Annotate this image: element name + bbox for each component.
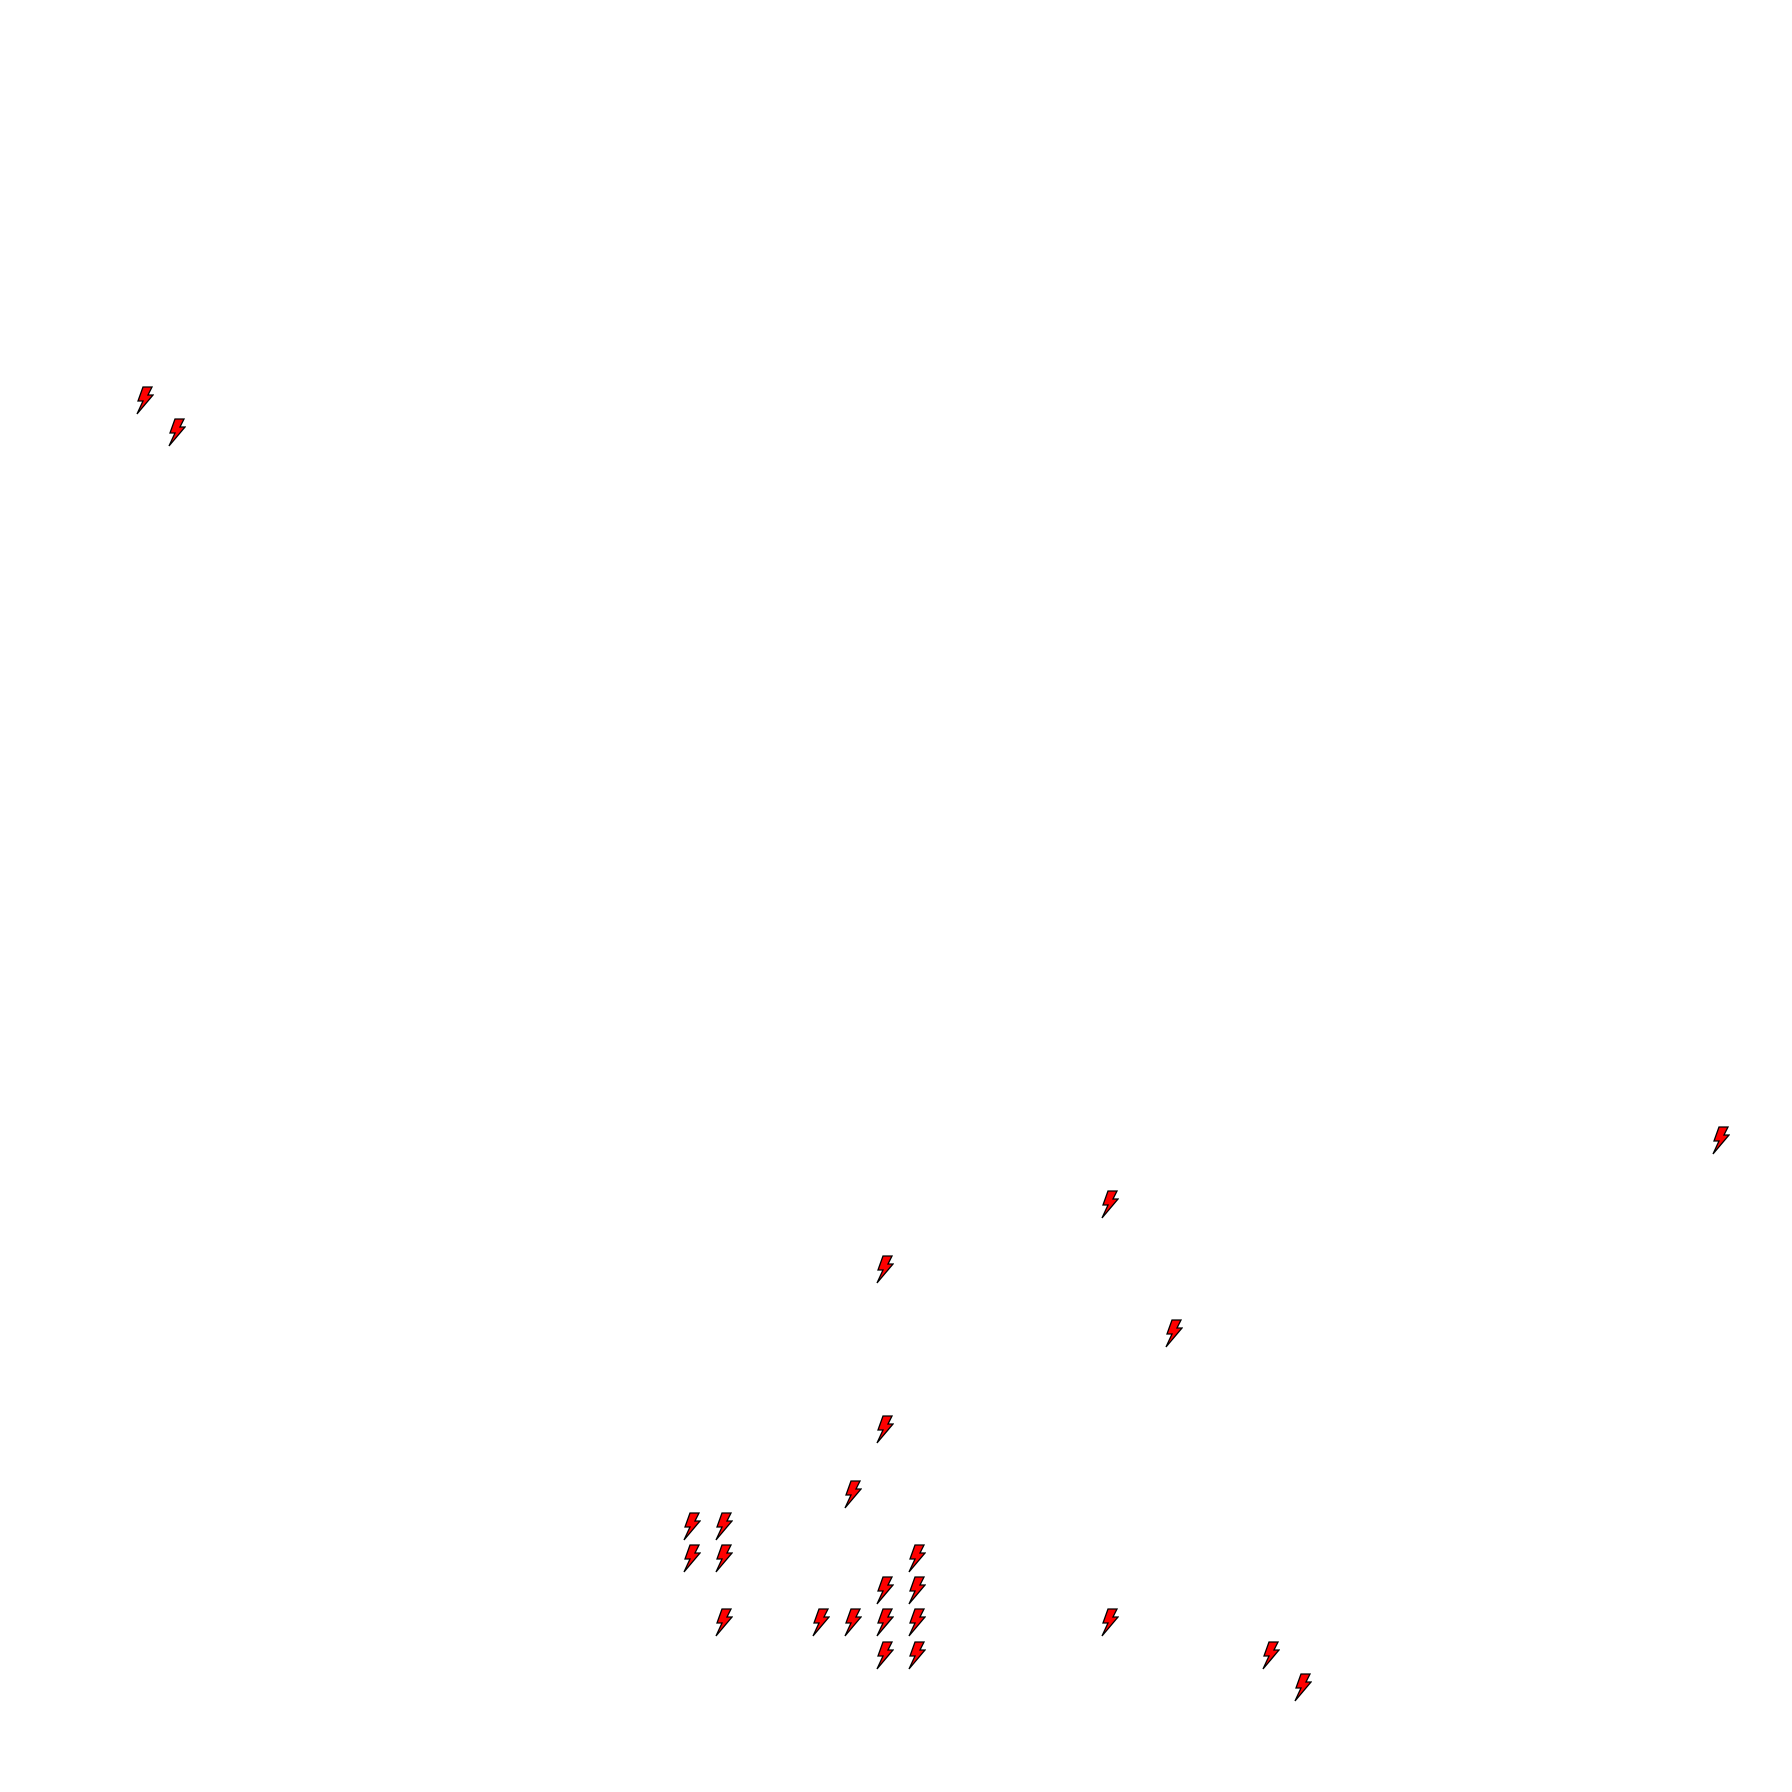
lightning-bolt-icon <box>907 1544 927 1574</box>
lightning-bolt-icon <box>875 1640 895 1671</box>
lightning-bolt-icon <box>714 1512 734 1542</box>
lightning-bolt-icon <box>714 1544 734 1574</box>
lightning-bolt-icon <box>907 1640 927 1671</box>
lightning-bolt-icon <box>714 1608 734 1638</box>
lightning-bolt-icon <box>875 1415 895 1445</box>
lightning-bolt-icon <box>682 1544 702 1574</box>
lightning-bolt-icon <box>1293 1673 1313 1703</box>
lightning-bolt-icon <box>875 1576 895 1606</box>
lightning-bolt-icon <box>907 1608 927 1638</box>
lightning-bolt-icon <box>1261 1640 1281 1671</box>
lightning-bolt-icon <box>167 418 187 448</box>
lightning-bolt-icon <box>1711 1126 1731 1156</box>
lightning-bolt-icon <box>135 386 155 416</box>
lightning-bolt-icon <box>843 1480 863 1510</box>
lightning-bolt-icon <box>682 1512 702 1542</box>
lightning-bolt-icon <box>1100 1190 1120 1220</box>
lightning-bolt-icon <box>843 1608 863 1638</box>
lightning-bolt-icon <box>811 1608 830 1638</box>
lightning-bolt-icon <box>1100 1608 1120 1638</box>
lightning-bolt-icon <box>1164 1319 1184 1349</box>
lightning-bolt-icon <box>875 1254 895 1285</box>
lightning-bolt-icon <box>907 1576 927 1606</box>
lightning-bolt-icon <box>875 1608 895 1638</box>
